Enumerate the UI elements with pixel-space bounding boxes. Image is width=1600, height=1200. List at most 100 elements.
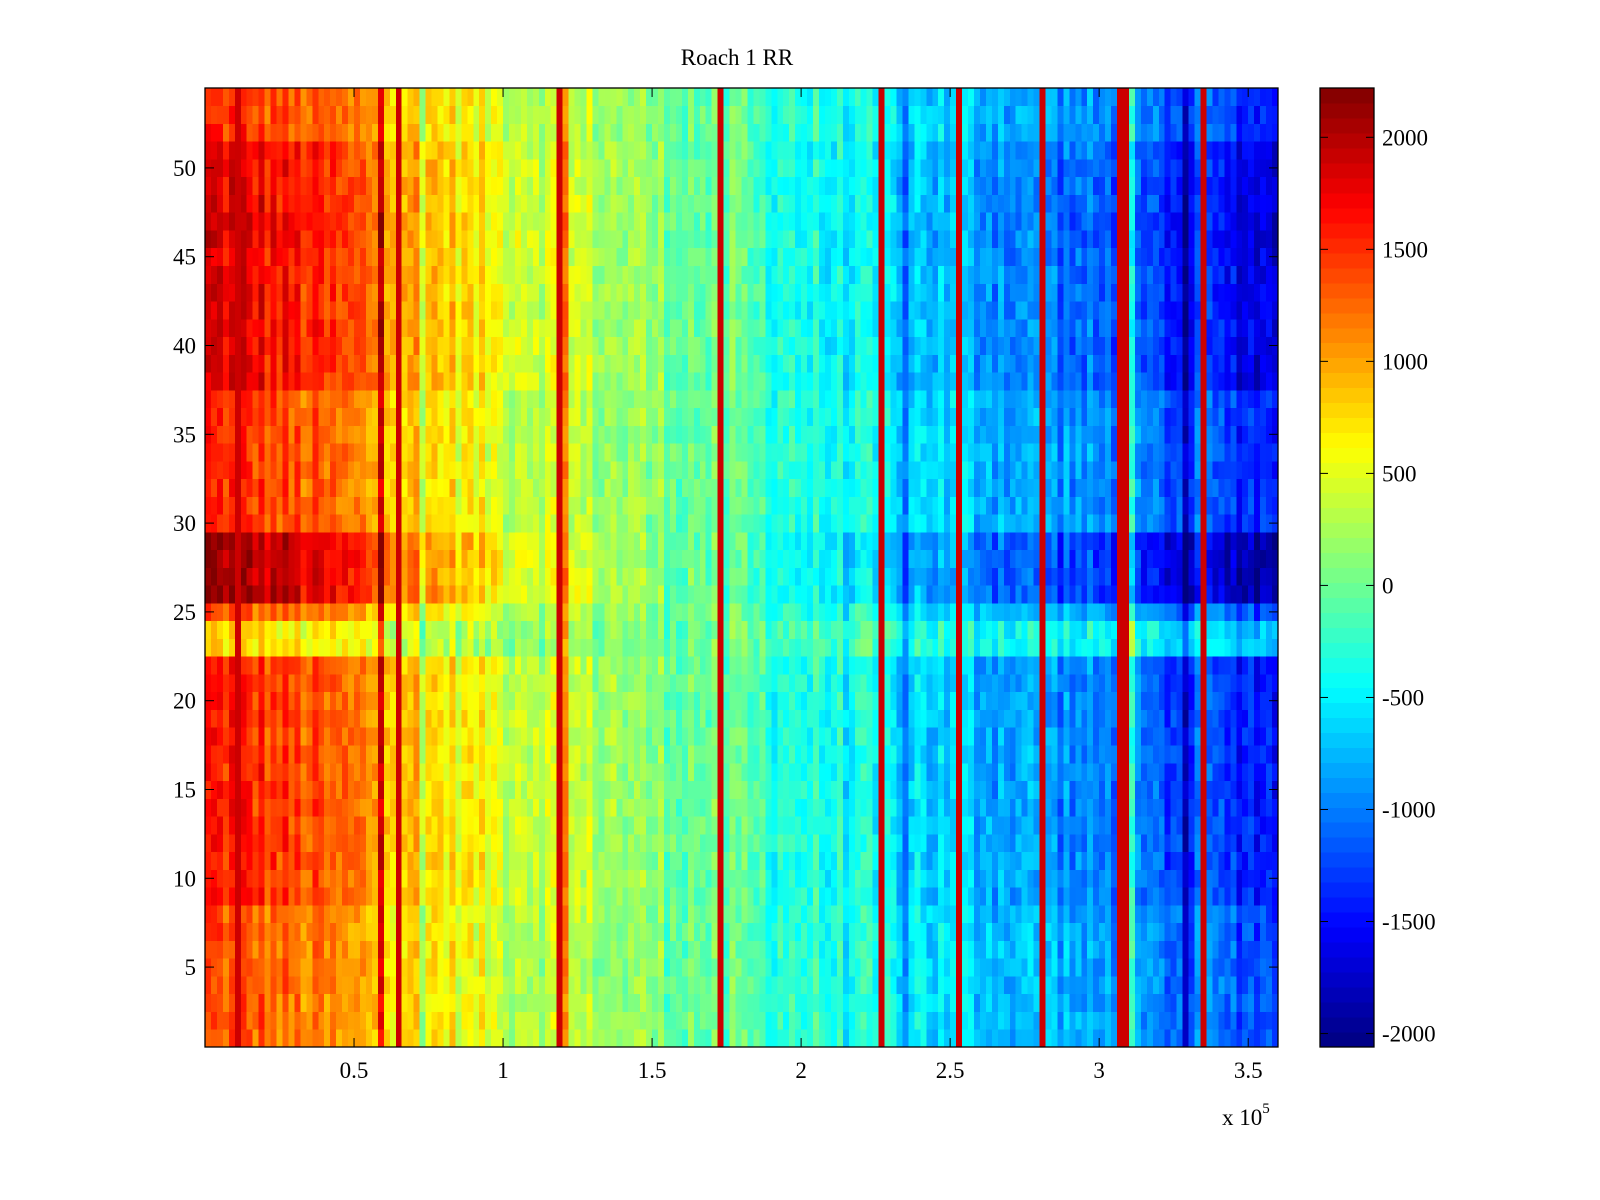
heatmap-cell bbox=[1033, 709, 1040, 728]
heatmap-cell bbox=[1063, 603, 1070, 622]
heatmap-cell bbox=[1134, 975, 1142, 995]
heatmap-cell bbox=[1272, 567, 1279, 586]
heatmap-cell bbox=[777, 567, 784, 586]
heatmap-cell bbox=[848, 816, 856, 835]
heatmap-cell bbox=[1081, 674, 1088, 693]
heatmap-cell bbox=[950, 833, 957, 853]
heatmap-cell bbox=[1266, 745, 1273, 764]
heatmap-cell bbox=[1152, 869, 1160, 888]
heatmap-cell bbox=[854, 887, 862, 906]
heatmap-cell bbox=[711, 922, 719, 941]
heatmap-cell bbox=[282, 869, 289, 888]
heatmap-cell bbox=[586, 1011, 593, 1030]
heatmap-cell bbox=[300, 567, 307, 586]
heatmap-cell bbox=[1236, 709, 1243, 728]
heatmap-cell bbox=[1254, 1011, 1261, 1030]
heatmap-cell bbox=[348, 993, 355, 1012]
heatmap-cell bbox=[282, 638, 289, 657]
heatmap-cell bbox=[377, 816, 385, 835]
heatmap-cell bbox=[896, 869, 903, 888]
heatmap-cell bbox=[1206, 887, 1213, 906]
heatmap-cell bbox=[336, 887, 343, 906]
heatmap-cell bbox=[1123, 638, 1130, 657]
heatmap-cell bbox=[842, 620, 850, 639]
heatmap-cell bbox=[485, 709, 492, 728]
heatmap-cell bbox=[1188, 798, 1195, 817]
heatmap-cell bbox=[848, 958, 856, 977]
heatmap-cell bbox=[264, 656, 271, 675]
heatmap-cell bbox=[1170, 620, 1178, 639]
heatmap-cell bbox=[1033, 691, 1040, 710]
heatmap-cell bbox=[300, 940, 307, 959]
heatmap-cell bbox=[592, 922, 599, 941]
heatmap-cell bbox=[306, 958, 313, 977]
heatmap-cell bbox=[801, 691, 808, 710]
heatmap-cell bbox=[336, 975, 343, 995]
heatmap-cell bbox=[389, 851, 397, 870]
heatmap-cell bbox=[497, 674, 504, 693]
heatmap-cell bbox=[1272, 833, 1279, 853]
heatmap-cell bbox=[425, 674, 432, 693]
heatmap-cell bbox=[216, 727, 224, 746]
heatmap-cell bbox=[1146, 904, 1154, 924]
heatmap-cell bbox=[640, 674, 647, 693]
heatmap-cell bbox=[711, 833, 719, 853]
heatmap-cell bbox=[866, 549, 874, 568]
heatmap-cell bbox=[389, 567, 397, 586]
heatmap-cell bbox=[413, 709, 420, 728]
heatmap-cell bbox=[520, 922, 528, 941]
heatmap-cell bbox=[479, 585, 486, 604]
heatmap-cell bbox=[1015, 745, 1023, 764]
heatmap-cell bbox=[246, 585, 254, 604]
heatmap-cell bbox=[997, 762, 1005, 782]
heatmap-cell bbox=[968, 745, 975, 764]
heatmap-cell bbox=[1063, 567, 1070, 586]
heatmap-cell bbox=[669, 674, 677, 693]
heatmap-cell bbox=[783, 727, 790, 746]
heatmap-cell bbox=[771, 851, 778, 870]
heatmap-cell bbox=[1134, 851, 1142, 870]
heatmap-cell bbox=[294, 549, 301, 568]
heatmap-cell bbox=[818, 816, 826, 835]
heatmap-cell bbox=[616, 674, 623, 693]
heatmap-cell bbox=[1140, 833, 1148, 853]
heatmap-cell bbox=[258, 691, 266, 710]
heatmap-cell bbox=[568, 1029, 575, 1048]
heatmap-cell bbox=[1236, 762, 1243, 782]
heatmap-cell bbox=[300, 1011, 307, 1030]
heatmap-cell bbox=[377, 887, 385, 906]
heatmap-cell bbox=[729, 940, 736, 959]
heatmap-cell bbox=[1230, 1011, 1237, 1030]
heatmap-cell bbox=[896, 958, 903, 977]
heatmap-cell bbox=[282, 603, 289, 622]
heatmap-cell bbox=[890, 904, 897, 924]
heatmap-cell bbox=[473, 833, 480, 853]
heatmap-cell bbox=[628, 603, 635, 622]
heatmap-cell bbox=[1188, 603, 1195, 622]
heatmap-cell bbox=[377, 798, 385, 817]
heatmap-cell bbox=[628, 1029, 635, 1048]
heatmap-cell bbox=[652, 887, 659, 906]
heatmap-cell bbox=[1021, 922, 1029, 941]
heatmap-cell bbox=[842, 833, 850, 853]
heatmap-cell bbox=[878, 904, 885, 924]
heatmap-cell bbox=[729, 727, 736, 746]
heatmap-cell bbox=[461, 975, 468, 995]
heatmap-cell bbox=[801, 816, 808, 835]
heatmap-cell bbox=[252, 1029, 260, 1048]
heatmap-cell bbox=[592, 762, 599, 782]
heatmap-cell bbox=[407, 1029, 415, 1048]
heatmap-cell bbox=[330, 727, 337, 746]
heatmap-cell bbox=[455, 603, 462, 622]
heatmap-cell bbox=[1057, 958, 1064, 977]
heatmap-cell bbox=[1099, 585, 1106, 604]
heatmap-cell bbox=[628, 904, 635, 924]
heatmap-cell bbox=[872, 869, 879, 888]
heatmap-cell bbox=[681, 674, 689, 693]
heatmap-cell bbox=[997, 922, 1005, 941]
heatmap-cell bbox=[1009, 869, 1017, 888]
heatmap-cell bbox=[973, 745, 981, 764]
heatmap-cell bbox=[1134, 958, 1142, 977]
heatmap-cell bbox=[1164, 904, 1172, 924]
heatmap-cell bbox=[365, 851, 373, 870]
